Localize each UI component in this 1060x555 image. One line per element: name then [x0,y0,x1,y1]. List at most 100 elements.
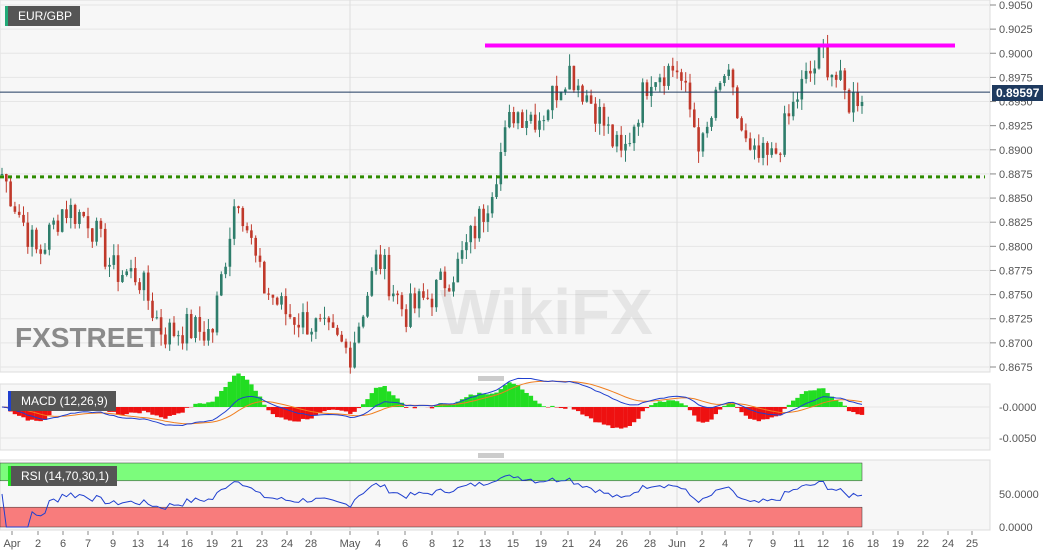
x-tick-label: 7 [85,538,91,550]
macd-histogram-bar [305,407,310,420]
macd-histogram-bar [705,407,710,422]
macd-tick-label: -0.0000 [999,402,1036,414]
candle-body [469,225,472,243]
candle-body [22,214,25,223]
x-tick-label: 21 [231,538,243,550]
candle-body [86,216,90,229]
candle-body [718,83,722,90]
candle-body [860,102,864,107]
macd-histogram-bar [404,407,409,408]
macd-line [1,377,863,427]
candle-body [598,106,601,124]
candle-body [349,347,352,368]
macd-histogram-bar [588,407,594,419]
candle-body [211,329,214,333]
candle-body [353,342,356,368]
candle-body [318,318,322,320]
x-tick-label: 6 [60,538,66,550]
x-tick-label: 24 [942,538,954,550]
candle-body [340,334,343,342]
macd-histogram-bar [597,407,602,423]
candle-body [628,143,632,145]
macd-histogram-bar [391,395,396,407]
macd-histogram-bar [309,407,314,419]
candle-body [710,117,713,127]
x-tick-label: 23 [256,538,268,550]
candle-body [9,181,12,207]
macd-histogram-bar [464,397,469,407]
candle-body [116,255,120,282]
macd-histogram-bar [550,405,555,407]
macd-histogram-bar [636,407,641,419]
candle-body [525,120,528,128]
y-tick-label: 0.8850 [999,193,1033,205]
macd-histogram-bar [451,404,456,407]
x-tick-label: 15 [507,538,519,550]
macd-histogram-bar [137,407,142,414]
candle-body [387,254,391,297]
macd-histogram-bar [730,403,736,407]
macd-histogram-bar [670,400,675,407]
macd-histogram-bar [614,407,620,428]
candle-body [26,222,30,247]
candle-body [714,89,718,118]
macd-histogram-bar [786,404,792,407]
candle-body [159,317,163,335]
candle-body [753,145,756,150]
candle-body [796,99,799,102]
macd-histogram-bar [610,407,615,429]
macd-tick-label: -0.0050 [999,433,1036,445]
candle-body [146,272,150,301]
candle-body [538,120,541,130]
macd-histogram-bar [279,407,284,418]
candle-body [103,228,107,267]
macd-histogram-bar [249,384,254,407]
candle-body [331,322,335,328]
candle-body [0,173,4,175]
candle-body [740,118,743,131]
macd-histogram-bar [623,407,628,428]
macd-histogram-bar [270,407,276,415]
candle-body [727,69,730,76]
x-tick-label: 13 [479,538,491,550]
macd-histogram-bar [756,407,761,422]
y-tick-label: 0.8750 [999,290,1033,302]
candle-body [581,85,584,102]
macd-histogram-bar [842,405,847,407]
candle-body [129,268,133,272]
macd-histogram-bar [232,375,237,407]
rsi-label: RSI (14,70,30,1) [8,466,118,486]
macd-histogram-bar [382,385,387,407]
candle-body [194,317,197,339]
macd-histogram-bar [447,404,452,407]
macd-histogram-bar [292,407,297,422]
macd-histogram-bar [679,403,684,407]
candle-body [443,271,447,289]
candle-body [624,143,627,151]
candle-body [791,101,795,117]
candle-body [422,291,425,298]
macd-histogram-bar [511,383,516,407]
macd-histogram-bar [262,404,267,407]
macd-histogram-bar [778,407,783,416]
candle-body [555,85,558,101]
candle-body [314,318,318,332]
candle-body [546,110,550,121]
macd-histogram-bar [412,407,417,409]
macd-histogram-bar [193,403,198,407]
candle-body [503,127,507,152]
candle-body [852,91,855,113]
macd-histogram-bar [558,407,564,409]
candle-body [237,206,240,209]
macd-histogram-bar [743,407,749,416]
candle-body [73,204,77,224]
macd-histogram-bar [537,403,542,407]
x-tick-label: Apr [3,538,20,550]
macd-histogram-bar [223,386,228,407]
candle-body [460,250,464,259]
candle-body [516,112,520,124]
macd-histogram-bar [244,379,250,407]
macd-histogram-bar [240,375,245,407]
